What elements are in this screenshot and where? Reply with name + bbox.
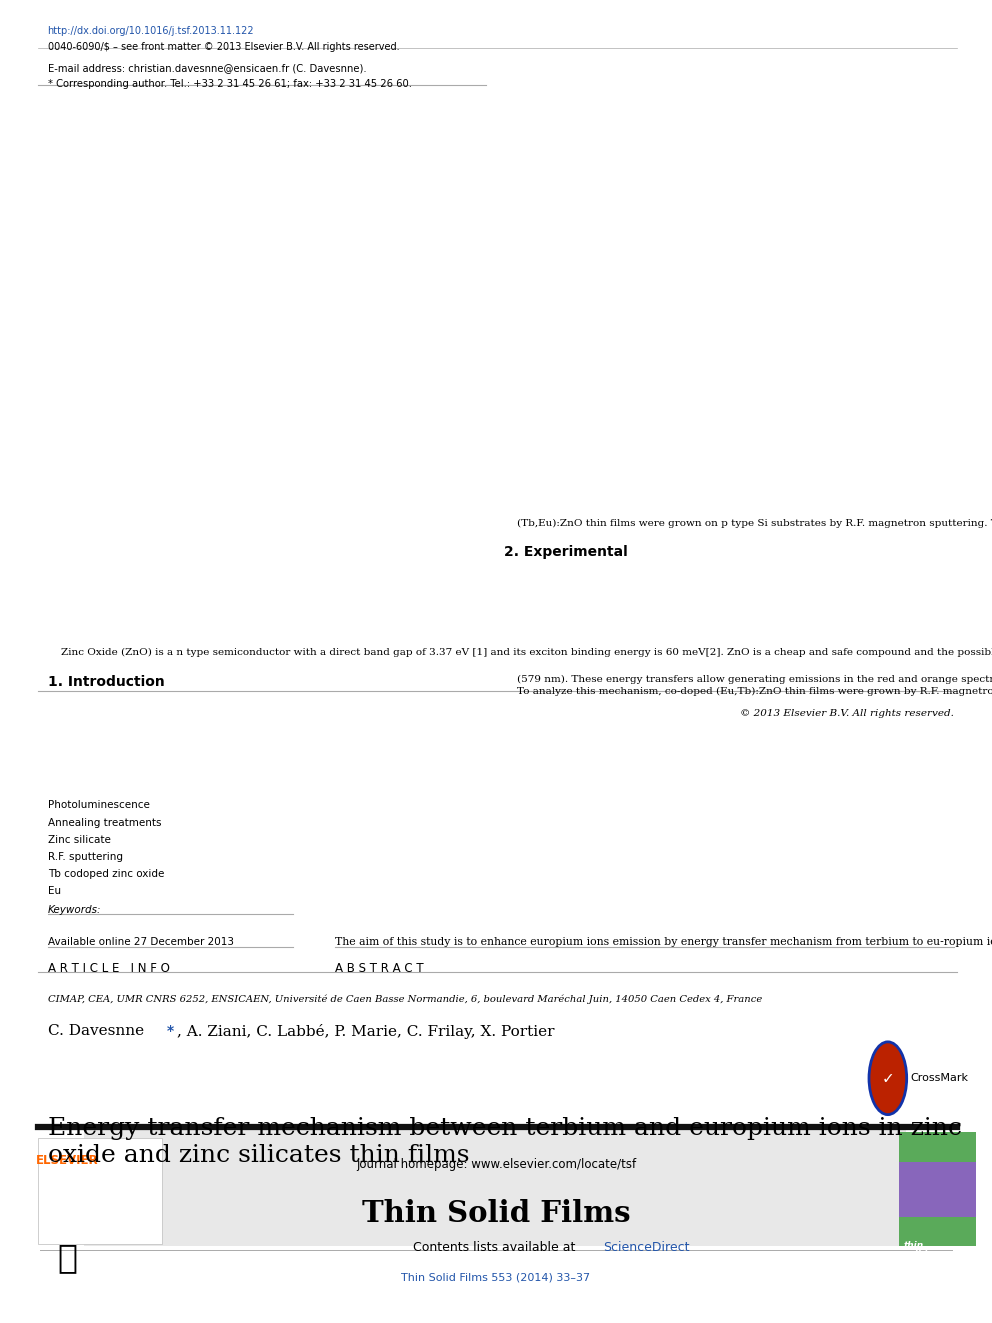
Bar (38, 1138, 162, 1244)
Text: Available online 27 December 2013: Available online 27 December 2013 (48, 937, 234, 947)
Text: R.F. sputtering: R.F. sputtering (48, 852, 123, 863)
Text: 1. Introduction: 1. Introduction (48, 675, 165, 689)
Text: CIMAP, CEA, UMR CNRS 6252, ENSICAEN, Université de Caen Basse Normandie, 6, boul: CIMAP, CEA, UMR CNRS 6252, ENSICAEN, Uni… (48, 995, 762, 1004)
Text: The aim of this study is to enhance europium ions emission by energy transfer me: The aim of this study is to enhance euro… (335, 937, 992, 947)
Text: ✓: ✓ (882, 1070, 894, 1086)
Text: ScienceDirect: ScienceDirect (603, 1241, 689, 1254)
Text: http://dx.doi.org/10.1016/j.tsf.2013.11.122: http://dx.doi.org/10.1016/j.tsf.2013.11.… (48, 26, 254, 37)
Text: *: * (167, 1024, 174, 1039)
Text: , A. Ziani, C. Labbé, P. Marie, C. Frilay, X. Portier: , A. Ziani, C. Labbé, P. Marie, C. Frila… (177, 1024, 555, 1039)
Text: thin
solid
films: thin solid films (904, 1241, 929, 1269)
Text: A R T I C L E   I N F O: A R T I C L E I N F O (48, 962, 170, 975)
Text: (Tb,Eu):ZnO thin films were grown on p type Si substrates by R.F. magnetron sput: (Tb,Eu):ZnO thin films were grown on p t… (504, 519, 992, 528)
Text: Photoluminescence: Photoluminescence (48, 800, 150, 811)
Text: ELSEVIER: ELSEVIER (36, 1154, 99, 1167)
Text: © 2013 Elsevier B.V. All rights reserved.: © 2013 Elsevier B.V. All rights reserved… (740, 709, 954, 718)
Text: journal homepage: www.elsevier.com/locate/tsf: journal homepage: www.elsevier.com/locat… (356, 1158, 636, 1171)
Text: (579 nm). These energy transfers allow generating emissions in the red and orang: (579 nm). These energy transfers allow g… (504, 675, 992, 696)
Text: 🌲: 🌲 (58, 1241, 77, 1274)
Text: A B S T R A C T: A B S T R A C T (335, 962, 424, 975)
Text: 2. Experimental: 2. Experimental (504, 545, 628, 560)
Bar (899, 1132, 976, 1162)
Text: Annealing treatments: Annealing treatments (48, 818, 161, 828)
Text: CrossMark: CrossMark (911, 1073, 968, 1084)
Text: C. Davesnne: C. Davesnne (48, 1024, 149, 1039)
Text: Energy transfer mechanism between terbium and europium ions in zinc
oxide and zi: Energy transfer mechanism between terbiu… (48, 1117, 961, 1167)
Text: Contents lists available at: Contents lists available at (413, 1241, 579, 1254)
Text: Tb codoped zinc oxide: Tb codoped zinc oxide (48, 869, 164, 880)
Text: Keywords:: Keywords: (48, 905, 101, 916)
Text: Thin Solid Films: Thin Solid Films (362, 1199, 630, 1228)
Text: * Corresponding author. Tel.: +33 2 31 45 26 61; fax: +33 2 31 45 26 60.: * Corresponding author. Tel.: +33 2 31 4… (48, 79, 412, 90)
Text: Thin Solid Films 553 (2014) 33–37: Thin Solid Films 553 (2014) 33–37 (402, 1273, 590, 1283)
Text: 0040-6090/$ – see front matter © 2013 Elsevier B.V. All rights reserved.: 0040-6090/$ – see front matter © 2013 El… (48, 42, 399, 53)
Bar (899, 1162, 976, 1217)
Text: Eu: Eu (48, 886, 61, 897)
Ellipse shape (869, 1043, 907, 1114)
FancyBboxPatch shape (84, 1130, 906, 1246)
Bar (899, 1217, 976, 1246)
Text: E-mail address: christian.davesnne@ensicaen.fr (C. Davesnne).: E-mail address: christian.davesnne@ensic… (48, 64, 366, 74)
Text: Zinc Oxide (ZnO) is a n type semiconductor with a direct band gap of 3.37 eV [1]: Zinc Oxide (ZnO) is a n type semiconduct… (48, 648, 992, 658)
Text: Zinc silicate: Zinc silicate (48, 835, 110, 845)
